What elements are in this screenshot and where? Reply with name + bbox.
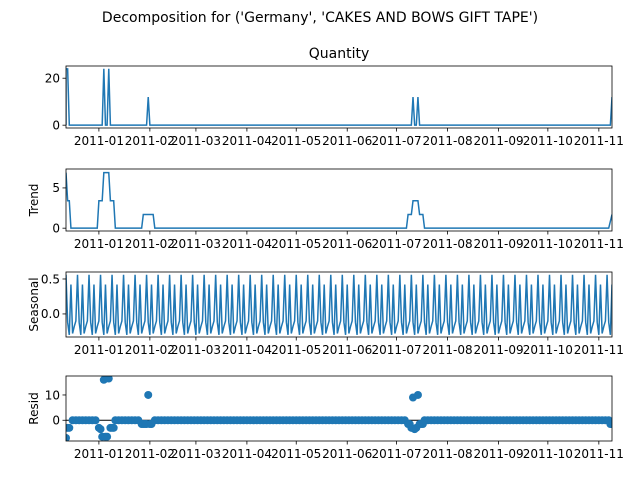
trend-line — [66, 171, 612, 229]
resid-point — [144, 390, 153, 399]
resid-xtick-label: 2011-09 — [473, 447, 523, 461]
seasonal-xtick-label: 2011-06 — [322, 343, 372, 357]
resid-point — [147, 420, 156, 429]
seasonal-xtick-label: 2011-09 — [473, 343, 523, 357]
resid-point — [103, 432, 112, 441]
resid-xtick-label: 2011-08 — [422, 447, 472, 461]
seasonal-ytick-label: 0.5 — [41, 272, 60, 286]
seasonal-xtick-label: 2011-02 — [125, 343, 175, 357]
observed-xtick-label: 2011-06 — [322, 134, 372, 148]
resid-point — [104, 376, 113, 383]
seasonal-xtick-label: 2011-10 — [523, 343, 573, 357]
seasonal-xtick-label: 2011-11 — [574, 343, 624, 357]
resid-xtick-label: 2011-10 — [523, 447, 573, 461]
resid-xtick-label: 2011-03 — [171, 447, 221, 461]
trend-series — [66, 171, 612, 229]
observed-line — [66, 68, 612, 126]
resid-ytick-label: 0 — [52, 414, 60, 428]
observed-ytick-label: 20 — [45, 72, 60, 86]
observed-ytick-label: 0 — [52, 118, 60, 132]
trend-xtick-label: 2011-04 — [222, 237, 272, 251]
trend-xtick-label: 2011-11 — [574, 237, 624, 251]
trend-xtick-label: 2011-01 — [74, 237, 124, 251]
resid-axes-frame — [65, 375, 613, 442]
resid-xtick-label: 2011-06 — [322, 447, 372, 461]
resid-xtick-label: 2011-07 — [371, 447, 421, 461]
resid-ytick-label: 10 — [45, 388, 60, 402]
trend-xtick-label: 2011-06 — [322, 237, 372, 251]
resid-point — [66, 433, 70, 441]
resid-point — [608, 420, 612, 429]
trend-xtick-label: 2011-09 — [473, 237, 523, 251]
trend-xtick-label: 2011-03 — [171, 237, 221, 251]
observed-xtick-label: 2011-05 — [271, 134, 321, 148]
observed-xtick-label: 2011-02 — [125, 134, 175, 148]
resid-point — [413, 390, 422, 399]
resid-point — [66, 423, 74, 432]
seasonal-ytick-label: 0.0 — [41, 307, 60, 321]
observed-xtick-label: 2011-10 — [523, 134, 573, 148]
resid-xtick-label: 2011-02 — [125, 447, 175, 461]
observed-xtick-label: 2011-11 — [574, 134, 624, 148]
observed-series — [66, 68, 612, 126]
seasonal-xtick-label: 2011-05 — [271, 343, 321, 357]
trend-ytick-label: 0 — [52, 221, 60, 235]
observed-xtick-label: 2011-09 — [473, 134, 523, 148]
observed-xtick-label: 2011-04 — [222, 134, 272, 148]
seasonal-xtick-label: 2011-04 — [222, 343, 272, 357]
resid-point — [91, 416, 100, 425]
seasonal-xtick-label: 2011-03 — [171, 343, 221, 357]
seasonal-xtick-label: 2011-07 — [371, 343, 421, 357]
observed-axes-frame — [65, 65, 613, 129]
trend-xtick-label: 2011-08 — [422, 237, 472, 251]
seasonal-xtick-label: 2011-08 — [422, 343, 472, 357]
trend-xtick-label: 2011-02 — [125, 237, 175, 251]
resid-point — [418, 420, 427, 429]
trend-xtick-label: 2011-10 — [523, 237, 573, 251]
trend-ylabel: Trend — [27, 184, 41, 218]
resid-xtick-label: 2011-11 — [574, 447, 624, 461]
observed-xtick-label: 2011-03 — [171, 134, 221, 148]
seasonal-series — [66, 274, 612, 335]
trend-xtick-label: 2011-05 — [271, 237, 321, 251]
trend-xtick-label: 2011-07 — [371, 237, 421, 251]
resid-xtick-label: 2011-01 — [74, 447, 124, 461]
seasonal-xtick-label: 2011-01 — [74, 343, 124, 357]
seasonal-line — [66, 274, 612, 335]
observed-xtick-label: 2011-08 — [422, 134, 472, 148]
observed-xtick-label: 2011-07 — [371, 134, 421, 148]
resid-series — [66, 376, 612, 441]
resid-point — [109, 423, 118, 432]
resid-xtick-label: 2011-04 — [222, 447, 272, 461]
observed-title: Quantity — [309, 46, 370, 62]
observed-xtick-label: 2011-01 — [74, 134, 124, 148]
seasonal-ylabel: Seasonal — [27, 277, 41, 331]
resid-point — [96, 425, 105, 434]
trend-axes-frame — [65, 168, 613, 232]
resid-ylabel: Resid — [27, 392, 41, 424]
seasonal-axes-frame — [65, 271, 613, 338]
chart-suptitle: Decomposition for ('Germany', 'CAKES AND… — [102, 10, 538, 26]
resid-xtick-label: 2011-05 — [271, 447, 321, 461]
trend-ytick-label: 5 — [52, 181, 60, 195]
